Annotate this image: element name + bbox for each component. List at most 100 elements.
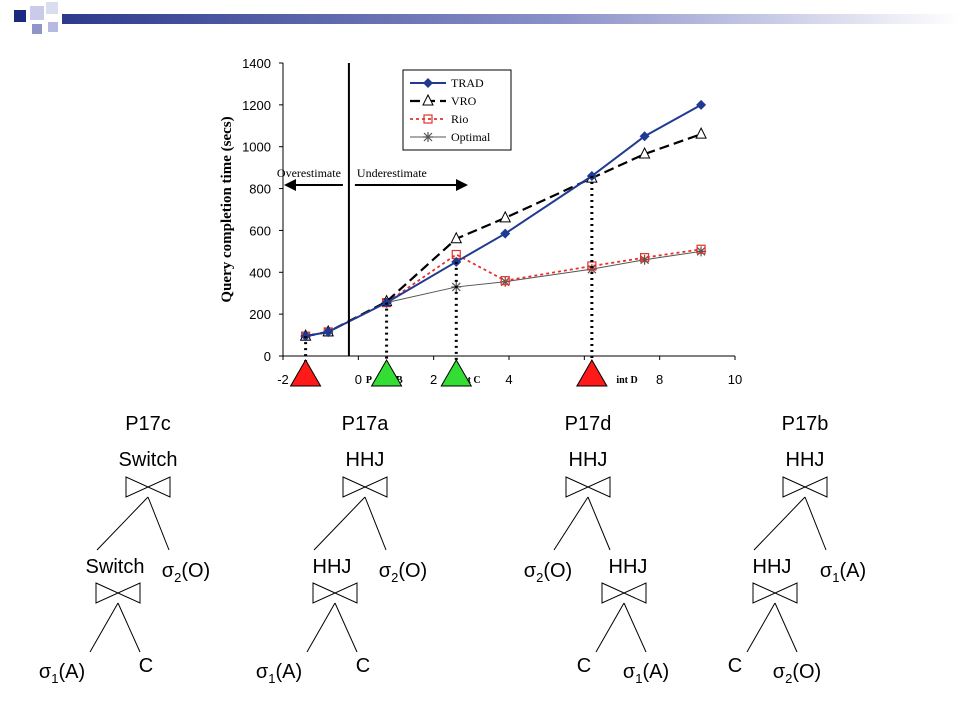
plan-tree-p17b: P17b HHJ HHJ σ1(A) C σ2(O) <box>728 413 866 686</box>
tree-edge <box>147 496 170 551</box>
data-point <box>696 244 706 254</box>
data-point <box>422 93 434 106</box>
legend-label: Rio <box>451 112 468 126</box>
header-bar <box>62 14 960 24</box>
tree-edge <box>89 602 119 653</box>
tree-edge <box>334 602 358 653</box>
event-triangle-marker <box>576 358 608 387</box>
plan-tree-p17c: P17c Switch Switch σ2(O) σ1(A) C <box>39 413 210 686</box>
y-tick-label: 1200 <box>242 98 271 113</box>
leaf-relation-label: C <box>577 655 591 677</box>
data-point <box>423 78 433 88</box>
legend-entry-rio: Rio <box>410 112 468 126</box>
y-tick-label: 0 <box>264 349 271 364</box>
root-operator-label: HHJ <box>786 449 825 471</box>
leaf-relation-label: C <box>139 655 153 677</box>
plan-title: P17c <box>125 413 171 435</box>
overestimate-arrowhead <box>284 179 296 191</box>
data-point <box>423 114 433 124</box>
legend-label: VRO <box>451 94 477 108</box>
x-tick-label: 2 <box>430 372 437 387</box>
underestimate-label: Underestimate <box>357 166 427 180</box>
selection-predicate: σ1(A) <box>623 661 669 686</box>
event-triangle-marker <box>440 358 473 387</box>
data-point <box>696 99 707 110</box>
inner-operator-label: HHJ <box>313 556 352 578</box>
tree-edge <box>595 602 625 653</box>
selection-predicate: σ1(A) <box>256 661 302 686</box>
selection-predicate: σ2(O) <box>524 560 572 585</box>
tree-edge <box>746 602 776 653</box>
inner-operator-label: HHJ <box>753 556 792 578</box>
data-point <box>499 210 512 223</box>
data-point <box>500 276 511 287</box>
tree-edge <box>623 602 647 653</box>
join-operator-icon <box>601 582 647 604</box>
y-tick-label: 1400 <box>242 56 271 71</box>
data-point <box>323 326 334 337</box>
root-operator-label: Switch <box>119 449 178 471</box>
tree-edge <box>313 496 366 551</box>
join-operator-icon <box>782 476 828 498</box>
plan-title: P17a <box>342 413 390 435</box>
y-axis-title: Query completion time (secs) <box>219 116 235 302</box>
header-square-mid <box>32 24 42 34</box>
x-tick-label: -2 <box>277 372 289 387</box>
plan-title: P17d <box>565 413 612 435</box>
query-plan-trees: P17c Switch Switch σ2(O) σ1(A) C P17a HHJ HHJ σ2(… <box>39 413 866 686</box>
header-square-light-2 <box>46 2 58 14</box>
legend-entry-vro: VRO <box>410 93 477 108</box>
root-operator-label: HHJ <box>569 449 608 471</box>
query-time-chart: -202468100200400600800100012001400Query … <box>219 56 742 387</box>
data-point <box>695 127 707 139</box>
selection-predicate: σ2(O) <box>162 560 210 585</box>
leaf-relation-label: C <box>728 655 742 677</box>
tree-edge <box>364 496 387 551</box>
point-label: B <box>396 375 403 386</box>
legend-entry-optimal: Optimal <box>410 130 491 144</box>
x-tick-label: 4 <box>505 372 512 387</box>
tree-edge <box>587 496 611 551</box>
y-tick-label: 400 <box>249 265 271 280</box>
x-tick-label: 8 <box>656 372 663 387</box>
data-point <box>696 246 707 257</box>
selection-predicate: σ1(A) <box>39 661 85 686</box>
data-point <box>423 132 433 142</box>
plan-title: P17b <box>782 413 829 435</box>
series-line <box>305 103 702 338</box>
root-operator-label: HHJ <box>346 449 385 471</box>
x-tick-label: 10 <box>728 372 742 387</box>
data-point <box>638 146 651 159</box>
header-square-mid-2 <box>48 22 58 32</box>
point-label: P <box>366 375 372 386</box>
data-point <box>500 276 510 286</box>
selection-predicate: σ2(O) <box>773 661 821 686</box>
join-operator-icon <box>565 476 611 498</box>
series-line <box>305 248 702 338</box>
join-operator-icon <box>752 582 798 604</box>
data-point <box>639 131 650 142</box>
tree-edge <box>804 496 827 551</box>
join-operator-icon <box>342 476 388 498</box>
tree-edge <box>96 496 149 551</box>
overestimate-label: Overestimate <box>277 166 341 180</box>
tree-edge <box>553 496 589 551</box>
point-label: t C <box>468 375 481 386</box>
point-label: int D <box>616 375 637 386</box>
slide-header-decoration <box>14 2 960 34</box>
header-square-light <box>30 6 44 20</box>
tree-edge <box>117 602 141 653</box>
y-tick-label: 1000 <box>242 140 271 155</box>
selection-predicate: σ1(A) <box>820 560 866 585</box>
legend-label: TRAD <box>451 76 484 90</box>
inner-operator-label: HHJ <box>609 556 648 578</box>
event-triangle-marker <box>370 358 403 387</box>
event-triangle-marker <box>289 358 322 387</box>
legend-entry-trad: TRAD <box>410 76 484 90</box>
legend-label: Optimal <box>451 130 491 144</box>
tree-edge <box>774 602 798 653</box>
data-point <box>500 228 511 239</box>
data-point <box>586 264 597 275</box>
data-point <box>450 231 463 244</box>
x-tick-label: 0 <box>355 372 362 387</box>
